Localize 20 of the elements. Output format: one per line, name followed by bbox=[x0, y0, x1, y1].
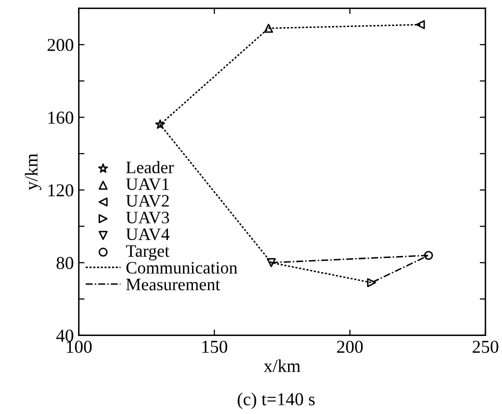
x-tick-label: 250 bbox=[472, 340, 498, 353]
y-axis-title: y/km bbox=[24, 154, 42, 190]
y-tick-label: 80 bbox=[56, 256, 74, 270]
x-axis-title: x/km bbox=[264, 359, 300, 372]
y-tick-label: 160 bbox=[48, 112, 74, 124]
x-tick-label: 100 bbox=[66, 340, 92, 353]
x-tick-label: 150 bbox=[202, 340, 228, 353]
legend-label: UAV2 bbox=[126, 195, 169, 207]
y-tick-label: 200 bbox=[48, 38, 74, 52]
legend-label: Leader bbox=[126, 161, 174, 174]
legend-label: Target bbox=[126, 245, 170, 260]
text: (c) t=140 s bbox=[238, 392, 315, 410]
legend-label: UAV3 bbox=[126, 212, 170, 224]
legend-label: Measurement bbox=[126, 278, 220, 290]
legend-label: UAV4 bbox=[126, 228, 170, 240]
y-tick-label: 120 bbox=[48, 184, 74, 196]
y-tick-label: 40 bbox=[56, 330, 74, 342]
x-tick-label: 200 bbox=[337, 340, 363, 353]
legend-label: Communication bbox=[126, 262, 238, 274]
legend-label: UAV1 bbox=[126, 178, 169, 190]
